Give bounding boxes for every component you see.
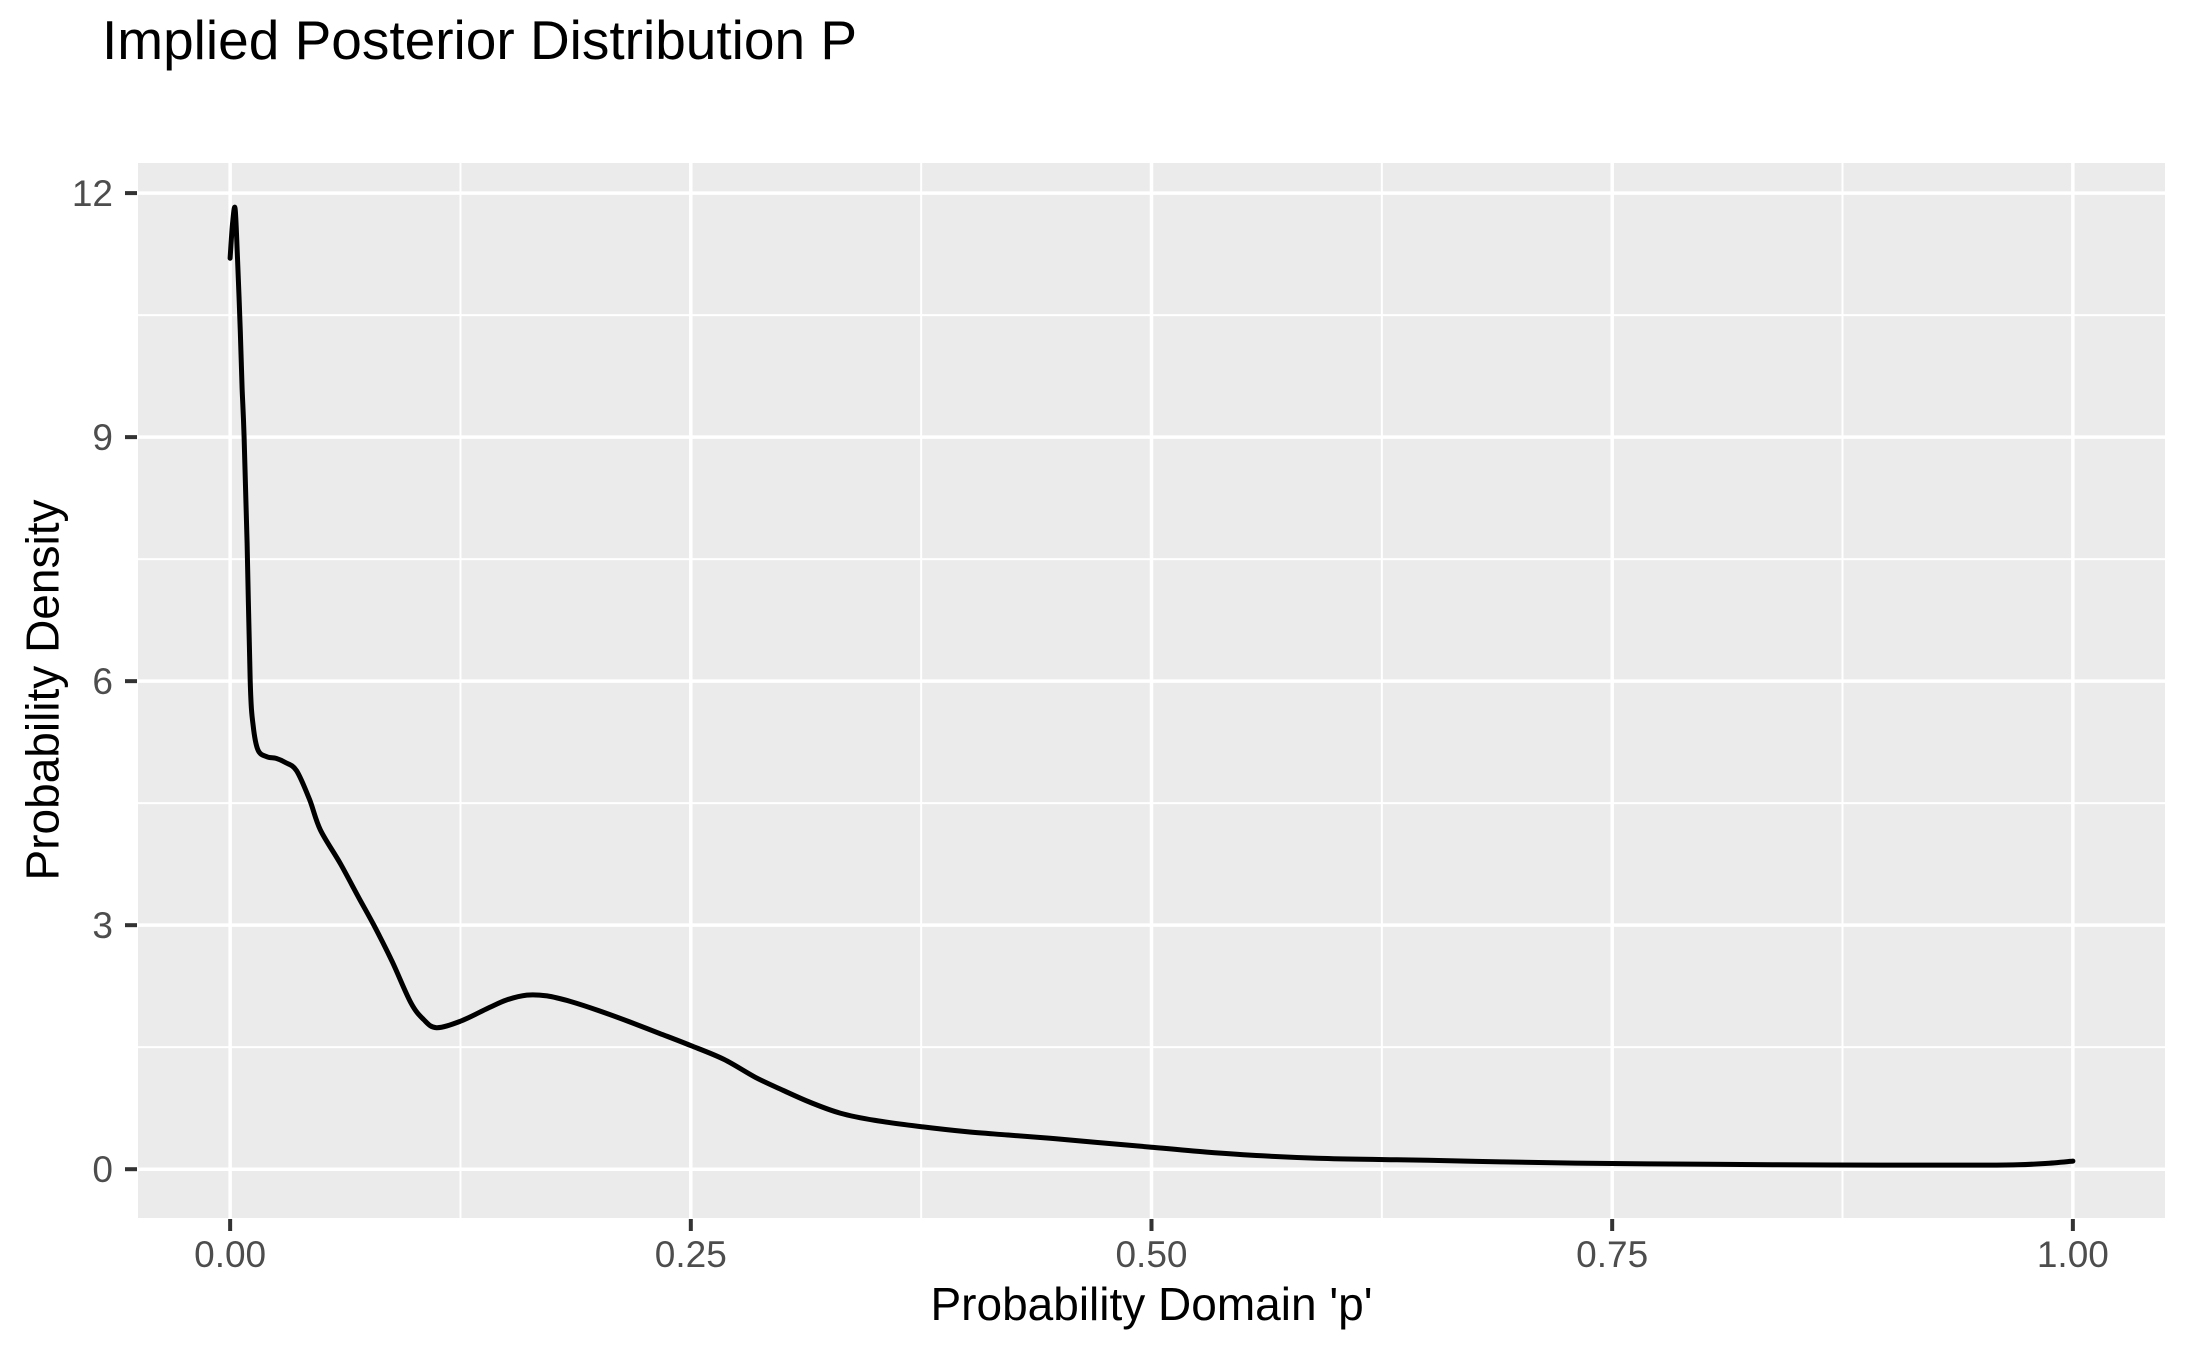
y-axis-title: Probability Density: [16, 499, 69, 881]
y-tick-label: 0: [92, 1149, 113, 1190]
y-tick-label: 12: [72, 173, 113, 214]
x-axis-title: Probability Domain 'p': [930, 1278, 1373, 1330]
x-tick-label: 0.25: [655, 1234, 727, 1275]
x-tick-label: 1.00: [2037, 1234, 2109, 1275]
x-tick-label: 0.50: [1115, 1234, 1187, 1275]
density-curve: [227, 204, 2076, 1168]
plot-title: Implied Posterior Distribution P: [102, 9, 858, 71]
y-tick-label: 9: [92, 417, 113, 458]
x-tick-label: 0.00: [194, 1234, 266, 1275]
y-tick-label: 6: [92, 661, 113, 702]
x-tick-label: 0.75: [1576, 1234, 1648, 1275]
y-tick-label: 3: [92, 905, 113, 946]
